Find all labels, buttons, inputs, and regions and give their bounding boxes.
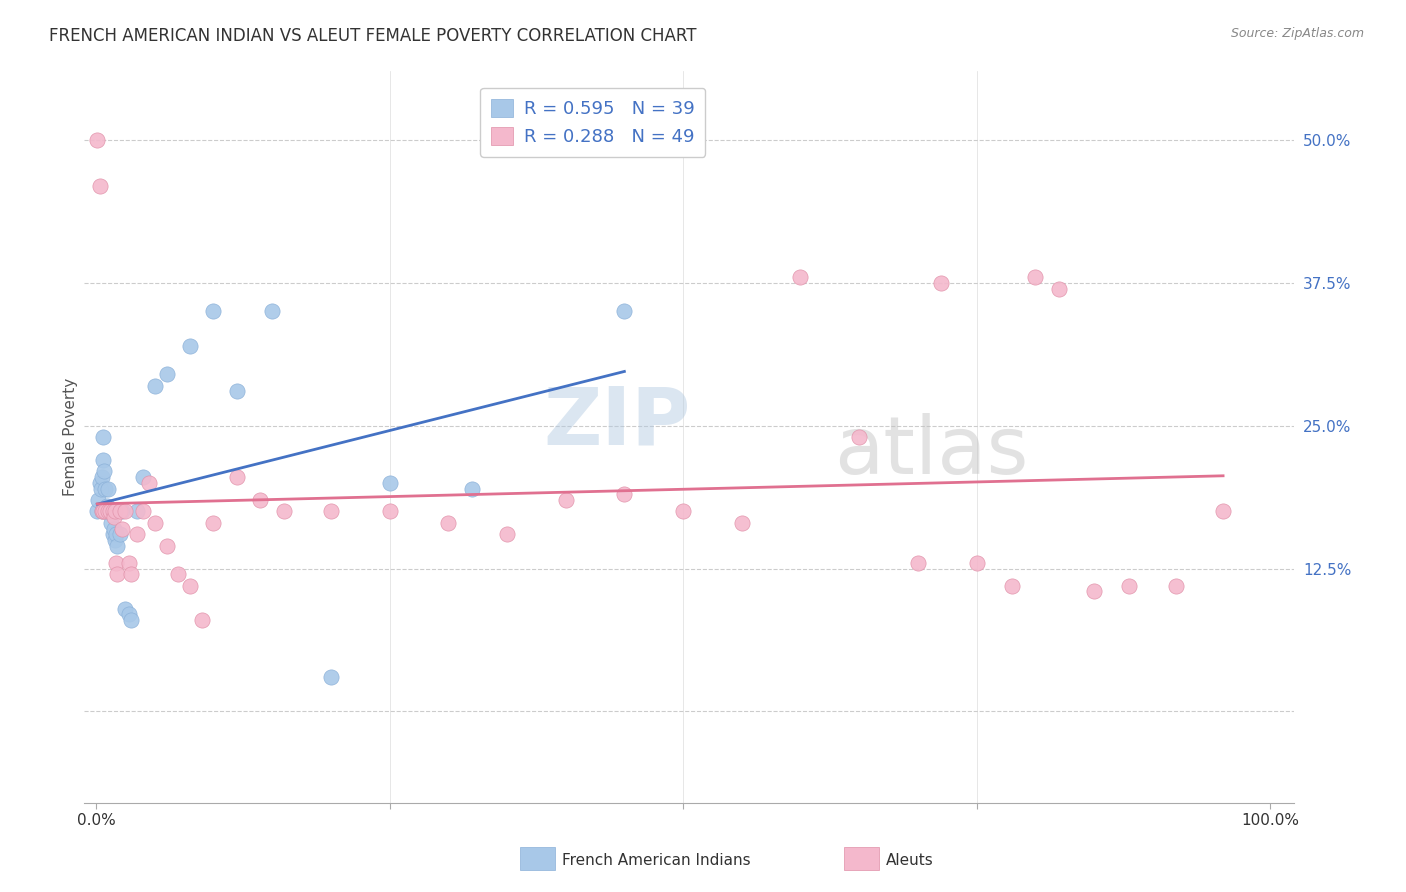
Point [86, 133, 108, 147]
Point [100, 516, 122, 530]
Point [108, 527, 131, 541]
Point [101, 527, 124, 541]
Point [127, 527, 149, 541]
Point [613, 487, 636, 501]
Point [87, 492, 110, 507]
Point [89, 475, 111, 490]
Point [105, 556, 128, 570]
Point [91, 504, 114, 518]
Point [103, 521, 125, 535]
Point [226, 384, 249, 399]
Point [155, 368, 177, 382]
Text: Aleuts: Aleuts [886, 854, 934, 868]
Point [1001, 579, 1024, 593]
Point [103, 510, 125, 524]
Point [91, 430, 114, 444]
Point [86, 504, 108, 518]
Point [143, 378, 166, 392]
Point [91, 504, 114, 518]
Point [118, 556, 141, 570]
Point [98, 504, 121, 518]
Point [1212, 504, 1234, 518]
Point [378, 504, 401, 518]
Point [108, 504, 131, 518]
Point [94, 482, 117, 496]
Point [118, 607, 141, 622]
Point [155, 539, 177, 553]
Point [105, 567, 128, 582]
Point [613, 304, 636, 318]
Point [1083, 584, 1105, 599]
Point [378, 475, 401, 490]
Point [132, 470, 155, 484]
Point [1047, 281, 1070, 295]
Point [1166, 579, 1188, 593]
Point [496, 527, 519, 541]
Point [101, 504, 124, 518]
Point [96, 499, 118, 513]
Point [319, 670, 342, 684]
Point [249, 492, 271, 507]
Point [91, 504, 114, 518]
Point [89, 178, 111, 193]
Text: Source: ZipAtlas.com: Source: ZipAtlas.com [1230, 27, 1364, 40]
Point [437, 516, 460, 530]
Point [104, 533, 127, 547]
Text: FRENCH AMERICAN INDIAN VS ALEUT FEMALE POVERTY CORRELATION CHART: FRENCH AMERICAN INDIAN VS ALEUT FEMALE P… [49, 27, 697, 45]
Point [91, 470, 114, 484]
Text: French American Indians: French American Indians [562, 854, 751, 868]
Point [273, 504, 295, 518]
Point [966, 556, 988, 570]
Point [226, 470, 249, 484]
Point [1024, 270, 1046, 285]
Point [179, 338, 201, 352]
Point [120, 567, 142, 582]
Point [167, 567, 190, 582]
Point [931, 276, 953, 290]
Point [138, 475, 160, 490]
Point [114, 504, 136, 518]
Point [90, 482, 112, 496]
Point [731, 516, 754, 530]
Point [111, 504, 134, 518]
Point [789, 270, 811, 285]
Text: atlas: atlas [834, 413, 1028, 491]
Point [907, 556, 929, 570]
Y-axis label: Female Poverty: Female Poverty [63, 378, 77, 496]
Point [202, 304, 225, 318]
Point [120, 613, 142, 627]
Point [672, 504, 695, 518]
Point [848, 430, 870, 444]
Point [127, 504, 149, 518]
Point [554, 492, 576, 507]
Point [1118, 579, 1140, 593]
Point [94, 504, 117, 518]
Text: ZIP: ZIP [544, 384, 692, 461]
Point [111, 521, 134, 535]
Point [461, 482, 484, 496]
Point [202, 516, 225, 530]
Point [105, 539, 128, 553]
Point [94, 504, 117, 518]
Point [93, 464, 115, 478]
Point [143, 516, 166, 530]
Point [98, 504, 121, 518]
Point [262, 304, 284, 318]
Point [104, 504, 127, 518]
Point [97, 482, 120, 496]
Point [98, 504, 121, 518]
Point [97, 504, 120, 518]
Point [319, 504, 342, 518]
Point [97, 504, 120, 518]
Point [91, 453, 114, 467]
Point [190, 613, 212, 627]
Point [114, 601, 136, 615]
Point [105, 527, 128, 541]
Point [179, 579, 201, 593]
Legend: R = 0.595   N = 39, R = 0.288   N = 49: R = 0.595 N = 39, R = 0.288 N = 49 [481, 87, 706, 157]
Point [132, 504, 155, 518]
